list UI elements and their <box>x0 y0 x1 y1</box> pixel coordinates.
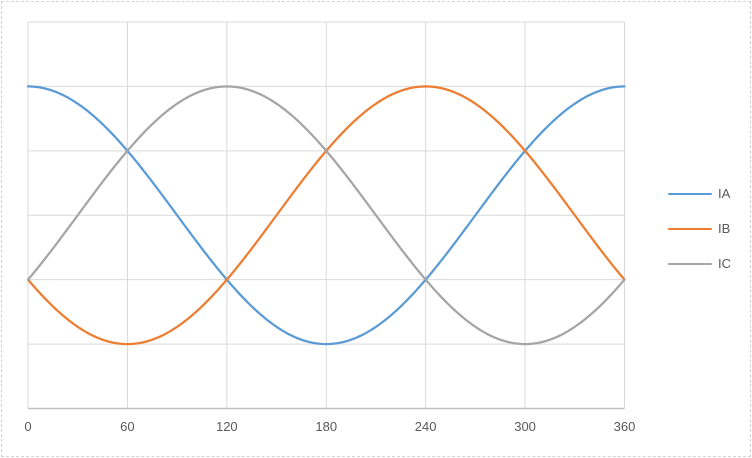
legend-label: IC <box>718 256 731 271</box>
legend-line-swatch <box>668 262 712 266</box>
legend-item-IC: IC <box>668 256 731 272</box>
series-line-IC <box>26 85 626 346</box>
legend-line-swatch <box>668 192 712 196</box>
legend-item-IB: IB <box>668 221 731 237</box>
legend-line-swatch <box>668 227 712 231</box>
legend-label: IA <box>718 186 731 201</box>
legend-label: IB <box>718 221 731 236</box>
legend-item-IA: IA <box>668 186 731 202</box>
legend: IA IB IC <box>668 186 731 272</box>
